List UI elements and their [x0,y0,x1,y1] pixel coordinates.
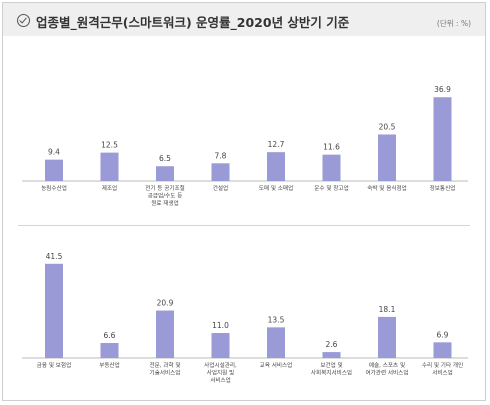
bar [322,352,341,358]
chart-header: 업종별_원격근무(스마트워크) 운영률_2020년 상반기 기준 (단위 : %… [3,3,485,36]
data-label: 11.0 [212,321,229,330]
category-label: 농림수산업 [41,184,67,192]
category-label: 수리 및 기타 개인 서비스업 [422,361,463,377]
chart-title: 업종별_원격근무(스마트워크) 운영률_2020년 상반기 기준 [36,15,350,30]
category-label: 보건업 및 사회복지서비스업 [311,361,352,377]
unit-label: (단위 : %) [436,19,471,28]
chart-frame [2,2,486,401]
category-label: 부동산업 [99,361,120,369]
bar [322,154,341,181]
category-label: 숙박 및 음식점업 [367,184,407,192]
bar [433,342,452,358]
panel-divider [18,225,470,226]
bar [100,152,119,181]
data-label: 13.5 [268,315,285,324]
data-label: 20.9 [157,299,174,308]
category-label: 운수 및 창고업 [314,184,348,192]
bar [433,97,452,181]
data-label: 36.9 [434,85,451,94]
category-label: 금융 및 보험업 [37,361,71,369]
bar [45,159,63,181]
data-label: 6.6 [104,331,116,340]
bar [378,316,396,358]
bar [267,327,285,358]
bar [156,166,174,181]
data-label: 2.6 [326,340,338,349]
category-label: 도매 및 소매업 [259,184,293,192]
data-label: 6.5 [159,154,171,163]
data-label: 12.7 [268,140,285,149]
data-label: 20.5 [379,122,396,131]
category-label: 제조업 [102,184,117,192]
check-circle-icon [17,14,30,27]
category-label: 전기 등 공기조절 공급업/수도 등 원료 재생업 [145,184,185,207]
bar [378,134,396,181]
category-label: 사업시설관리, 사업지원 및 서비스업 [204,361,237,384]
bar [156,310,174,358]
data-label: 6.9 [437,330,449,339]
data-label: 11.6 [323,143,340,152]
data-label: 7.8 [215,151,227,160]
data-label: 41.5 [46,252,63,261]
data-label: 12.5 [101,141,118,150]
bar [211,333,230,358]
data-label: 9.4 [48,148,60,157]
category-label: 예술, 스포츠 및 여가관련 서비스업 [366,361,409,377]
data-label: 18.1 [379,305,396,314]
category-label: 건설업 [213,184,228,192]
category-label: 전문, 과학 및 기술서비스업 [149,361,180,377]
bar [267,152,285,181]
bar [211,163,230,181]
bar [100,343,119,358]
bar [45,263,63,358]
category-label: 교육 서비스업 [260,361,293,369]
category-label: 정보통신업 [430,184,456,192]
